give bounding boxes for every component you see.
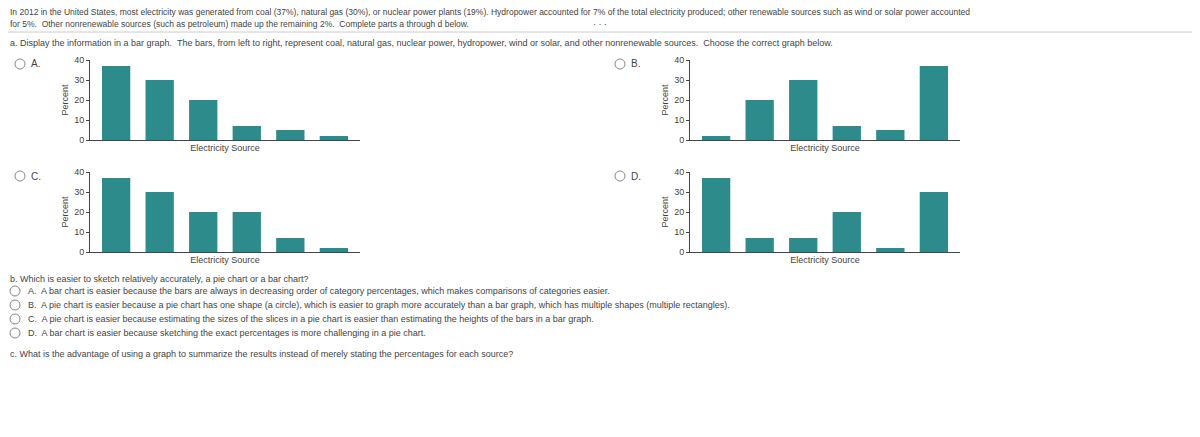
svg-text:A.: A. <box>31 58 40 69</box>
svg-text:20: 20 <box>674 207 684 217</box>
svg-text:Electricity Source: Electricity Source <box>790 255 860 265</box>
svg-text:Percent: Percent <box>660 196 670 228</box>
svg-text:10: 10 <box>74 227 84 237</box>
svg-text:40: 40 <box>74 167 84 177</box>
svg-text:· · ·: · · · <box>593 19 607 29</box>
svg-text:0: 0 <box>679 135 684 145</box>
svg-text:40: 40 <box>674 167 684 177</box>
svg-text:A. A bar chart is easier beca: A. A bar chart is easier because the bar… <box>28 286 610 296</box>
svg-text:c. What is the advantage of us: c. What is the advantage of using a grap… <box>10 349 513 359</box>
svg-text:0: 0 <box>79 135 84 145</box>
svg-text:D. A bar chart is easier beca: D. A bar chart is easier because sketchi… <box>28 328 426 338</box>
svg-text:C.: C. <box>31 171 41 182</box>
svg-text:b. Which is easier to sketch r: b. Which is easier to sketch relatively … <box>10 274 308 284</box>
svg-text:10: 10 <box>74 115 84 125</box>
svg-text:20: 20 <box>74 207 84 217</box>
svg-text:30: 30 <box>74 187 84 197</box>
svg-text:Electricity Source: Electricity Source <box>790 143 860 153</box>
svg-text:D.: D. <box>631 171 641 182</box>
svg-text:Percent: Percent <box>660 84 670 116</box>
svg-text:B. A pie chart is easier beca: B. A pie chart is easier because a pie c… <box>28 300 730 310</box>
svg-text:10: 10 <box>674 227 684 237</box>
svg-text:0: 0 <box>679 247 684 257</box>
svg-text:Electricity Source: Electricity Source <box>190 143 260 153</box>
svg-text:Percent: Percent <box>60 196 70 228</box>
svg-text:40: 40 <box>74 55 84 65</box>
svg-text:Electricity Source: Electricity Source <box>190 255 260 265</box>
svg-text:20: 20 <box>74 95 84 105</box>
svg-text:0: 0 <box>79 247 84 257</box>
svg-text:30: 30 <box>674 75 684 85</box>
svg-text:In 2012 in the United States,: In 2012 in the United States, most elect… <box>10 7 970 17</box>
svg-text:C. A pie chart is easier beca: C. A pie chart is easier because estimat… <box>28 314 594 324</box>
svg-text:for 5%. Other nonrenewable so: for 5%. Other nonrenewable sources (such… <box>10 19 469 29</box>
svg-text:Percent: Percent <box>60 84 70 116</box>
svg-text:40: 40 <box>674 55 684 65</box>
svg-text:a. Display the information in: a. Display the information in a bar grap… <box>10 38 833 48</box>
svg-text:20: 20 <box>674 95 684 105</box>
svg-text:30: 30 <box>74 75 84 85</box>
svg-text:10: 10 <box>674 115 684 125</box>
svg-text:B.: B. <box>631 58 640 69</box>
svg-text:30: 30 <box>674 187 684 197</box>
